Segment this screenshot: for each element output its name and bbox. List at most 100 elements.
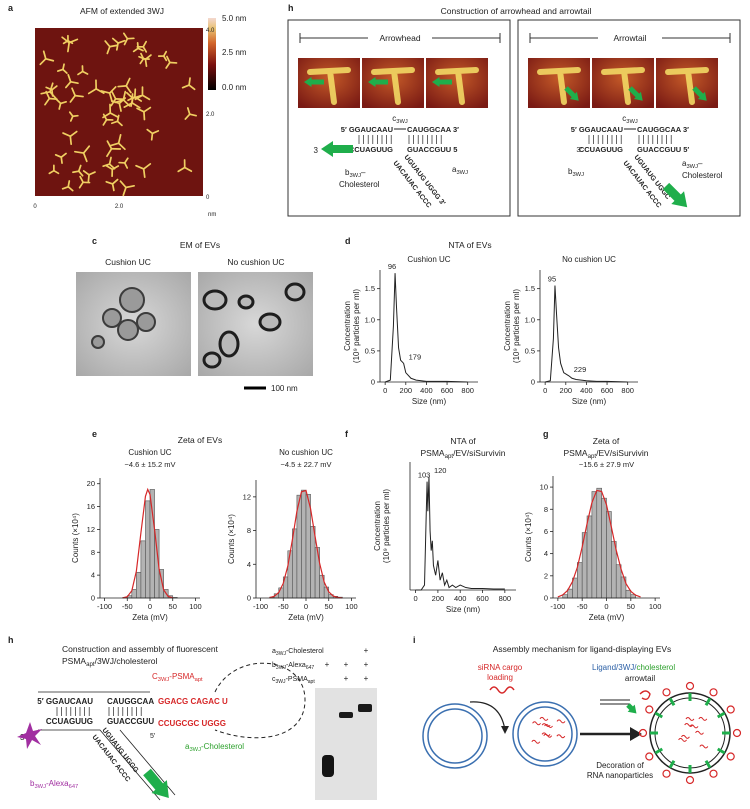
- molecule-arm: [123, 157, 129, 164]
- molecule-arm: [118, 97, 127, 105]
- histogram-bar: [287, 550, 293, 599]
- strand-label-part: 647: [69, 784, 79, 790]
- peak-label: 95: [548, 275, 556, 284]
- afm-image: [35, 28, 203, 196]
- molecule-arm: [71, 87, 76, 97]
- chart-subtitle: −4.6 ± 15.2 mV: [124, 460, 175, 469]
- molecule-arm: [77, 70, 84, 76]
- y-tick-label: 1.0: [525, 315, 535, 324]
- x-tick-label: 0: [413, 594, 417, 603]
- chart-subtitle: −15.6 ± 27.9 mV: [579, 460, 634, 469]
- arrowtail-anchor: [668, 759, 676, 769]
- sequence: CCUAGUUG: [349, 145, 393, 154]
- flow-arrowhead: [630, 727, 642, 741]
- green-arrow: [432, 77, 452, 87]
- panel-label: g: [543, 429, 549, 439]
- vesicle: [237, 294, 255, 310]
- gel-band: [322, 755, 334, 777]
- ligand: [726, 705, 735, 714]
- molecule: [74, 145, 91, 163]
- arrowtail-anchor: [668, 697, 676, 707]
- molecule-arm: [110, 147, 122, 150]
- molecule-arm: [79, 175, 84, 184]
- molecule: [55, 98, 67, 110]
- panel-label: d: [345, 236, 351, 246]
- molecule-arm: [74, 94, 84, 98]
- molecule: [134, 86, 151, 101]
- arrowtail-anchor: [704, 759, 712, 769]
- sequence: 5′ GGAUCAAU: [37, 697, 93, 706]
- panel-title-part: PSMA: [563, 448, 587, 458]
- sirna: [689, 724, 699, 729]
- axis-tick-label: 2.0: [115, 204, 124, 210]
- molecule-arm: [131, 102, 141, 109]
- molecule: [111, 114, 123, 127]
- molecule: [136, 106, 152, 121]
- y-axis-label: (10⁹ particles per ml): [382, 489, 391, 563]
- molecule-arm: [87, 88, 98, 95]
- green-arrow: [304, 77, 324, 87]
- x-tick-label: -50: [577, 602, 588, 611]
- colorbar: [208, 18, 216, 90]
- molecule: [157, 50, 168, 62]
- molecule-arm: [60, 152, 67, 159]
- molecule-arm: [56, 68, 64, 72]
- x-tick-label: 800: [461, 386, 474, 395]
- x-tick-label: 50: [627, 602, 635, 611]
- x-tick-label: 200: [432, 594, 445, 603]
- panel-title-part: PSMA: [420, 448, 444, 458]
- strand-label-part: -Cholesterol: [201, 742, 244, 751]
- molecule: [87, 79, 105, 95]
- sequence: CAUGGCAA 3′: [637, 125, 689, 134]
- molecule: [119, 180, 135, 197]
- molecule-arm: [67, 73, 72, 83]
- molecule-arm: [81, 70, 89, 75]
- gel-band: [339, 712, 353, 718]
- chart-subtitle: −4.5 ± 22.7 mV: [280, 460, 331, 469]
- molecule-arm: [108, 86, 117, 94]
- sequence: CCUAGUUG: [46, 717, 93, 726]
- y-tick-label: 20: [87, 479, 95, 488]
- molecule-arm: [186, 107, 191, 116]
- strand-label-part: 3WJ: [572, 172, 584, 178]
- green-arrow: [628, 86, 643, 101]
- strand-label: Cholesterol: [682, 171, 723, 180]
- y-tick-label: 0: [544, 594, 548, 603]
- molecule-arm: [111, 168, 114, 178]
- molecule: [132, 42, 144, 53]
- histogram-bar: [562, 594, 568, 599]
- strand-label: C3WJ-PSMAapt: [152, 672, 203, 683]
- molecule: [69, 87, 84, 103]
- molecule-arm: [69, 130, 78, 138]
- y-tick-label: 12: [243, 492, 251, 501]
- molecule-arm: [117, 39, 126, 44]
- strand-label-part: apt: [195, 677, 203, 683]
- rna-nanoparticle: [600, 699, 630, 705]
- x-tick-label: 50: [325, 602, 333, 611]
- molecule-arm: [111, 165, 120, 171]
- x-tick-label: 50: [169, 602, 177, 611]
- y-tick-label: 1.5: [365, 284, 375, 293]
- molecule-arm: [127, 96, 136, 102]
- molecule-arm: [134, 94, 144, 101]
- gel-row-label-part: 3WJ: [276, 679, 287, 685]
- molecule: [62, 34, 74, 45]
- strand-label-part: a: [185, 742, 190, 751]
- ligand: [732, 728, 742, 738]
- x-tick-label: 0: [604, 602, 608, 611]
- molecule-arm: [67, 34, 69, 42]
- panel-title: Construction of arrowhead and arrowtail: [441, 6, 592, 16]
- x-tick-label: 800: [621, 386, 634, 395]
- molecule-arm: [95, 88, 105, 94]
- gel-row-label-part: 647: [306, 665, 315, 671]
- histogram-bar: [131, 589, 137, 599]
- gel-row-label-part: a: [272, 648, 276, 655]
- molecule: [100, 86, 117, 103]
- molecule-arm: [58, 102, 62, 110]
- arrowtail-anchor: [654, 711, 664, 719]
- green-arrow: [662, 182, 688, 208]
- green-arrow: [143, 768, 169, 799]
- molecule-arm: [108, 92, 113, 103]
- molecule-arm: [122, 99, 131, 107]
- vesicle-inner: [427, 708, 483, 764]
